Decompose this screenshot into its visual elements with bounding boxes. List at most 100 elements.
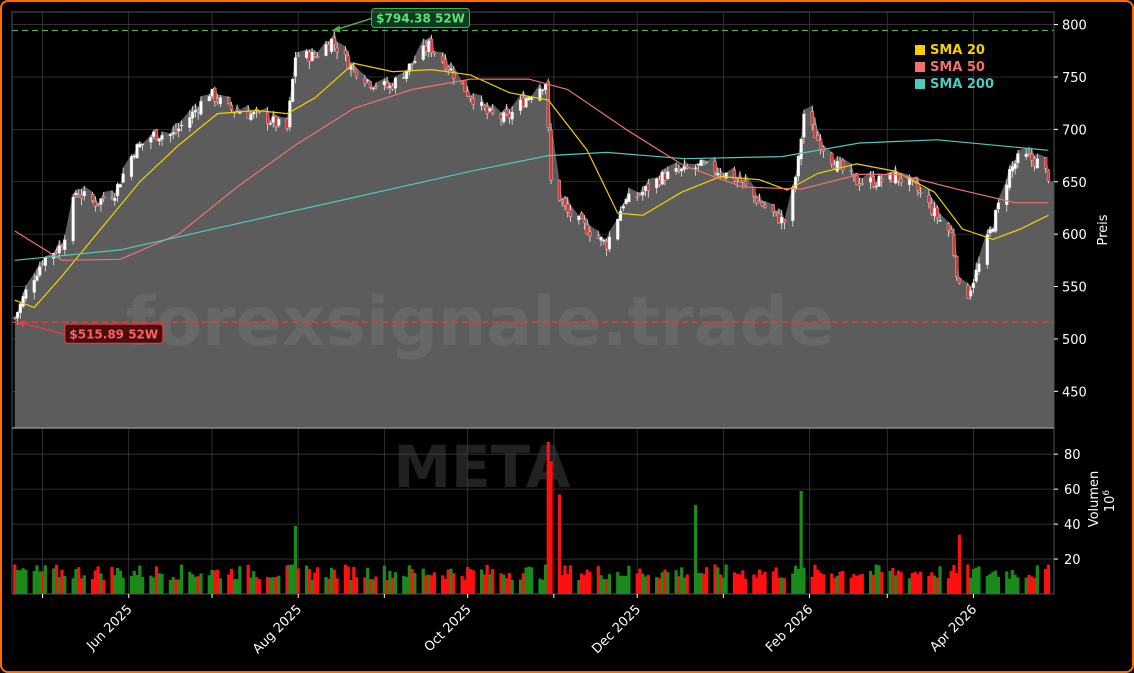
volume-bar (546, 441, 550, 594)
candle-up (969, 290, 973, 297)
volume-bar (1010, 569, 1014, 594)
candle-up (329, 38, 334, 52)
candle-down (841, 159, 845, 171)
volume-bar (207, 575, 211, 594)
candle-down (505, 109, 509, 115)
volume-bar (880, 571, 884, 594)
candle-up (693, 167, 698, 170)
candle-down (899, 178, 903, 183)
candle-up (113, 198, 117, 201)
candle-up (15, 311, 20, 319)
candle-down (391, 85, 395, 90)
candle-up (988, 229, 992, 234)
volume-bar (705, 567, 709, 594)
volume-bar (841, 570, 845, 594)
candle-down (713, 160, 717, 173)
candle-up (1016, 153, 1020, 164)
volume-bar (402, 575, 406, 594)
candle-down (296, 55, 300, 57)
candle-up (152, 131, 156, 137)
candle-up (168, 134, 172, 137)
candle-up (310, 51, 314, 62)
volume-bar (313, 572, 317, 594)
candle-down (927, 195, 931, 204)
candle-down (763, 204, 767, 208)
volume-bar (838, 571, 842, 594)
candle-down (257, 111, 261, 114)
candle-up (371, 87, 375, 90)
legend-swatch (915, 62, 925, 72)
volume-bar (821, 574, 825, 594)
candle-down (332, 37, 336, 46)
volume-bar (288, 564, 292, 594)
volume-bar (624, 575, 628, 594)
volume-bar (238, 566, 242, 594)
volume-bar (1046, 564, 1051, 594)
candle-down (385, 82, 389, 88)
volume-bar (349, 579, 353, 594)
volume-bar (310, 579, 314, 594)
volume-bar (363, 577, 367, 594)
volume-bar (857, 574, 862, 594)
volume-tick-label: 40 (1064, 518, 1081, 533)
candle-up (171, 132, 175, 135)
volume-bar (871, 574, 875, 594)
candle-down (777, 213, 781, 224)
volume-bar (938, 566, 942, 594)
volume-bar (74, 569, 78, 594)
candle-up (1024, 153, 1028, 157)
volume-bar (916, 574, 920, 594)
volume-bar (541, 579, 545, 594)
candle-down (174, 129, 178, 133)
volume-bar (657, 578, 662, 594)
volume-bar (680, 567, 684, 594)
candle-up (724, 172, 728, 179)
candle-down (96, 203, 100, 205)
volume-bar (557, 494, 561, 594)
volume-bar (518, 579, 523, 594)
legend: SMA 20 SMA 50 SMA 200 (915, 43, 994, 92)
candle-down (646, 183, 650, 191)
price-tick-label: 750 (1062, 71, 1087, 86)
volume-bar (1044, 568, 1048, 594)
candle-up (699, 159, 703, 167)
volume-bar (677, 576, 681, 594)
volume-bar (99, 573, 103, 594)
candlesticks (13, 30, 1051, 325)
candle-down (521, 97, 525, 107)
volume-bar (899, 572, 903, 594)
candle-down (60, 247, 64, 250)
candle-up (996, 202, 1001, 210)
volume-bar (210, 569, 214, 594)
volume-bar (760, 574, 764, 594)
volume-bar (254, 577, 259, 594)
candle-up (402, 77, 406, 79)
candle-down (471, 98, 475, 105)
volume-bar (832, 578, 837, 594)
volume-bar (266, 576, 270, 594)
volume-bar (121, 577, 125, 594)
candle-down (855, 173, 859, 186)
price-tick-label: 500 (1062, 333, 1087, 348)
volume-bar (560, 574, 564, 594)
candle-up (140, 143, 145, 146)
volume-bar (718, 574, 723, 594)
volume-bar (52, 568, 56, 594)
legend-label: SMA 20 (930, 43, 985, 58)
candle-down (705, 161, 709, 163)
volume-bar (307, 569, 311, 594)
candle-down (860, 183, 864, 185)
volume-bar (71, 578, 75, 594)
plot-border (11, 11, 1055, 595)
candle-up (1010, 166, 1014, 172)
legend-swatch (915, 79, 925, 89)
volume-bar (171, 576, 175, 594)
volume-bar (607, 574, 612, 594)
candle-up (479, 101, 484, 107)
candle-up (57, 245, 61, 254)
volume-bar (271, 577, 275, 594)
volume-bar (32, 571, 36, 594)
volume-bar (216, 569, 220, 594)
candle-down (307, 51, 311, 62)
